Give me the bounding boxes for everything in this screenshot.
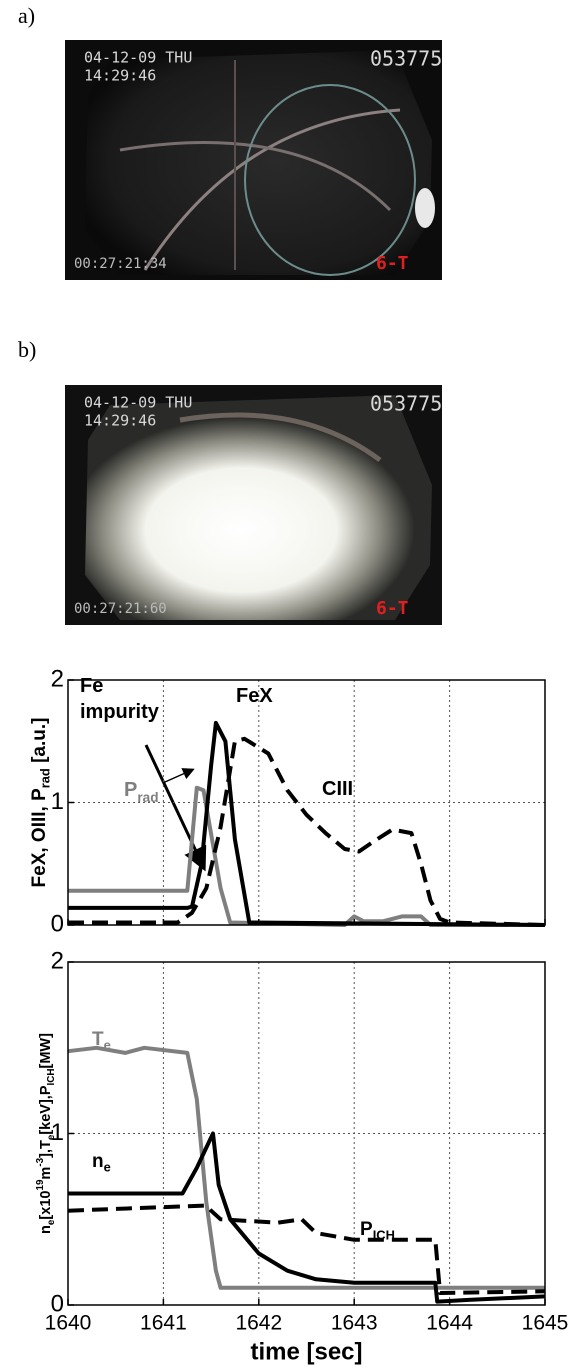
camera-shot: 053775 [370,47,442,71]
annotation: FeX [236,685,273,707]
text-part: n [38,1225,54,1234]
text-part: e [104,1160,111,1175]
camera-id: 6-T [376,253,409,274]
text-part: T [92,1029,104,1050]
annotation: Prad [124,779,159,804]
series-line [68,785,545,927]
text-part: FeX [236,685,273,707]
text-part: 19 [35,1179,46,1190]
text-part: ICH [373,1228,395,1243]
text-part: P [360,1219,373,1240]
annotation: CIII [322,778,353,800]
x-tick-label: 1645 [522,1312,569,1335]
text-part: Fe [80,675,103,697]
annotation: Fe [80,675,103,697]
x-tick-label: 1644 [426,1312,473,1335]
y-tick-label: 1 [51,788,64,815]
x-tick-label: 1641 [140,1312,187,1335]
annotation: ne [92,1151,111,1175]
y-tick-label: 2 [51,947,64,974]
x-tick-label: 1640 [45,1312,92,1335]
camera-date: 04-12-09 THU [84,394,192,412]
text-part: n [92,1151,104,1172]
text-part: ],T [38,1140,54,1158]
text-part: e [46,1134,57,1140]
camera-time: 14:29:46 [84,67,156,85]
text-part: m [38,1167,54,1180]
series-line [67,1045,545,1290]
panel-label: b) [18,337,36,362]
text-part: impurity [80,701,160,723]
annotation: PICH [360,1219,395,1243]
text-part: -3 [35,1157,46,1166]
camera-image: 04-12-09 THU 14:29:46 053775 00:27:21:60… [65,385,442,625]
camera-shot: 053775 [370,392,442,416]
camera-date: 04-12-09 THU [84,49,192,67]
text-part: ICH [46,1068,57,1085]
annotation: impurity [80,701,160,723]
text-part: rad [38,768,53,788]
text-part: [a.u.] [29,718,50,769]
camera-time: 14:29:46 [84,412,156,430]
series-line [68,1131,546,1304]
x-axis-label: time [sec] [250,1338,362,1365]
text-part: P [124,779,137,801]
text-part: [x10 [38,1191,54,1220]
panel-label: a) [18,3,35,28]
x-tick-label: 1642 [235,1312,282,1335]
y-tick-label: 0 [51,910,64,937]
annotation: Te [92,1029,111,1053]
arrows [144,744,207,872]
camera-id: 6-T [376,598,409,619]
text-part: FeX, OIII, P [29,788,50,888]
text-part: e [104,1038,111,1053]
camera-image: 04-12-09 THU 14:29:46 053775 00:27:21:34… [65,40,442,280]
y-axis-label: ne[x1019m-3],Te[keV],PICH[MW] [35,1033,57,1234]
camera-counter: 00:27:21:34 [74,256,167,272]
plot-frame [67,961,546,1306]
x-tick-label: 1643 [331,1312,378,1335]
series-line [68,736,546,927]
series-line [67,1203,546,1295]
y-tick-label: 2 [51,665,64,692]
text-part: [MW] [38,1033,54,1069]
text-part: e [46,1219,57,1225]
series-line [68,720,546,927]
text-part: [keV],P [38,1085,54,1134]
y-axis-label: FeX, OIII, Prad [a.u.] [29,718,53,888]
y-tick-label: 0 [51,1290,64,1317]
text-part: rad [137,790,158,805]
text-part: CIII [322,778,353,800]
plot-frame [67,679,546,926]
camera-counter: 00:27:21:60 [74,601,167,617]
y-tick-label: 1 [51,1119,64,1146]
